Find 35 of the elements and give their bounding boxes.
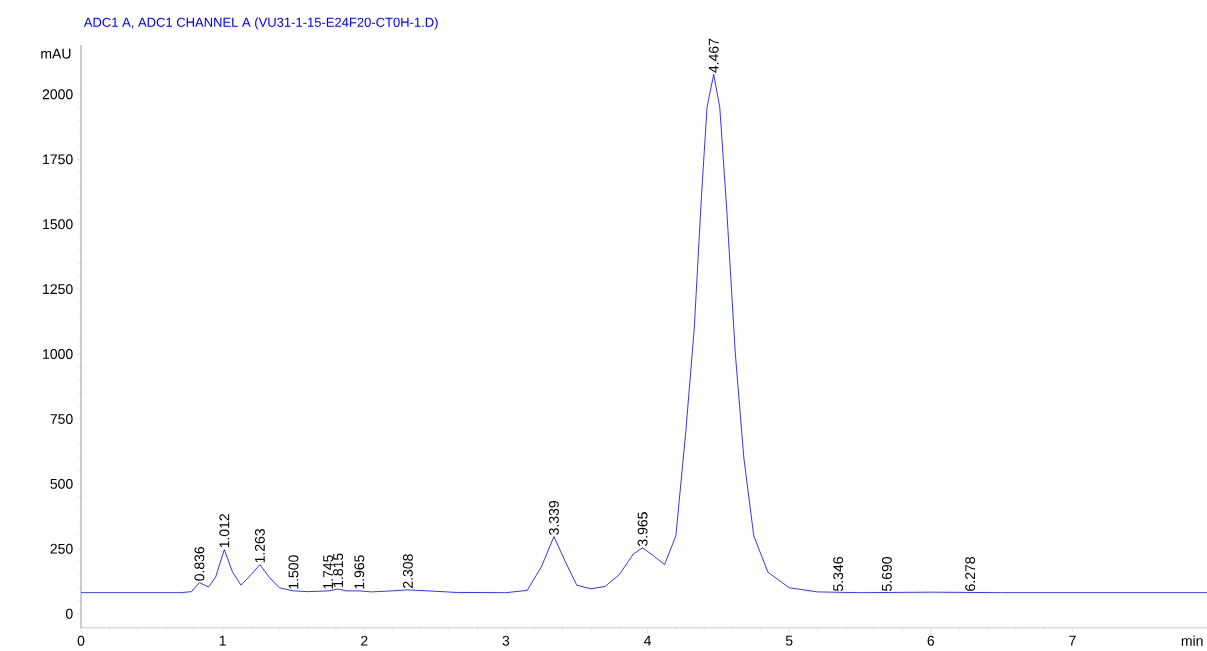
annotation: 5.690 (881, 556, 892, 591)
x-tick-label: 5 (785, 635, 793, 646)
annotation: 3.339 (548, 501, 559, 535)
annotation: 3.965 (637, 512, 648, 547)
y-tick-label: 500 (50, 478, 73, 489)
annotation: 1.263 (254, 529, 265, 563)
annotation: 6.278 (965, 557, 976, 591)
x-tick-label: 4 (643, 635, 652, 646)
annotation: 0.836 (194, 546, 205, 581)
x-axis-title: min (1181, 635, 1203, 646)
annotation: 1.012 (219, 514, 230, 548)
y-tick-label: 0 (65, 608, 73, 619)
x-tick-label: 2 (361, 635, 368, 646)
x-tick-label: 7 (1069, 635, 1076, 646)
y-tick-label: 1500 (43, 219, 73, 230)
y-tick-label: 1750 (43, 154, 73, 165)
y-tick-label: 250 (50, 543, 73, 554)
x-tick-label: 1 (219, 635, 226, 646)
annotation: 1.745 (323, 555, 334, 589)
annotation: 4.467 (708, 38, 719, 73)
annotation: 5.346 (833, 557, 844, 591)
x-tick-label: 3 (502, 635, 510, 646)
annotation: 1.500 (288, 555, 299, 589)
line-series (80, 73, 1207, 594)
chart-title: ADC1 A, ADC1 CHANNEL A (VU31-1-15-E24F20-CT0H-1.D) (83, 17, 438, 30)
annotation: 2.308 (402, 554, 413, 588)
annotation: 1.965 (354, 555, 365, 589)
y-axis-title: mAU (41, 48, 71, 59)
x-tick-label: 0 (77, 635, 85, 646)
y-tick-label: 2000 (42, 89, 73, 100)
y-tick-label: 1000 (43, 349, 73, 359)
annotation: 1.815 (333, 553, 344, 587)
x-tick-label: 6 (927, 635, 935, 646)
y-tick-label: 1250 (43, 284, 73, 295)
y-tick-label: 750 (50, 413, 73, 424)
